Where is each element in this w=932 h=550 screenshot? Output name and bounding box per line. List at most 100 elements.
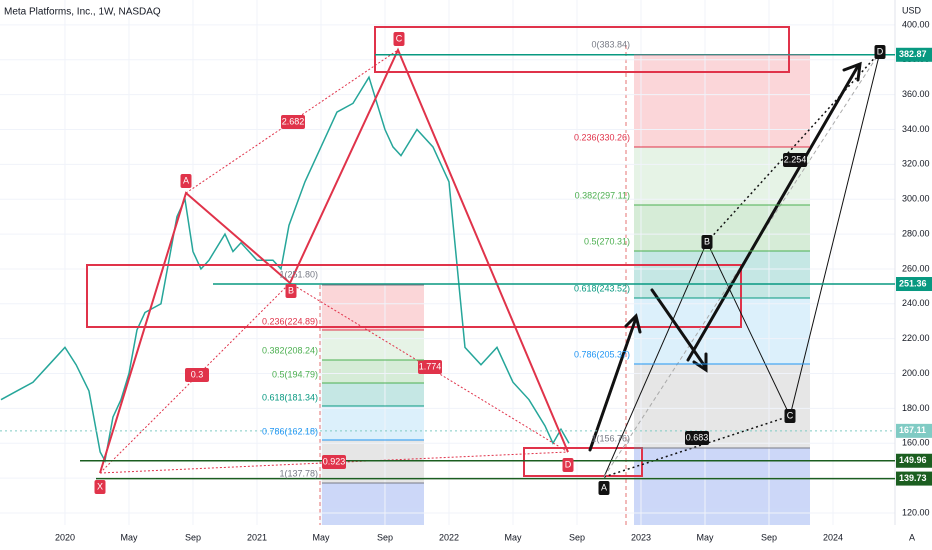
y-tick-label: 360.00 — [902, 89, 930, 99]
label-bg — [784, 409, 796, 423]
label: D — [877, 46, 884, 56]
label: 1.774 — [419, 361, 442, 371]
price-tag: 149.96 — [899, 455, 927, 465]
fib-label: 0.786(205.37) — [574, 349, 630, 359]
x-tick-label: 2021 — [247, 532, 267, 542]
fib-left — [322, 285, 424, 525]
pattern-guides — [99, 49, 569, 474]
fib-zone — [322, 330, 424, 360]
label-bg — [701, 235, 713, 249]
fib-label: 1(137.78) — [279, 468, 318, 478]
fib-label: 1(156.76) — [591, 433, 630, 443]
label: 2.254 — [784, 154, 807, 164]
x-tick-label: 2024 — [823, 532, 843, 542]
fib-zone — [634, 205, 810, 251]
fib-label: 0(383.84) — [591, 39, 630, 49]
label: 2.682 — [282, 116, 305, 126]
x-tick-label: 2022 — [439, 532, 459, 542]
x-tick-label: May — [504, 532, 522, 542]
y-tick-label: 220.00 — [902, 333, 930, 343]
fib-label: 1(251.80) — [279, 269, 318, 279]
harmonic-pattern-2 — [603, 51, 881, 478]
arrows — [588, 61, 862, 452]
fib-label: 0.382(297.11) — [575, 190, 630, 200]
price-tag-bg — [896, 47, 932, 62]
label: B — [288, 285, 294, 295]
label-bg — [783, 153, 807, 167]
chart-title: Meta Platforms, Inc., 1W, NASDAQ — [4, 7, 161, 18]
fib-label: 0.786(162.18) — [262, 426, 318, 436]
time-axis — [0, 525, 932, 550]
fib-zone — [634, 147, 810, 205]
y-tick-label: 300.00 — [902, 194, 930, 204]
y-tick-label: 400.00 — [902, 19, 930, 29]
label: 0.683 — [686, 432, 709, 442]
y-tick-label: 180.00 — [902, 403, 930, 413]
price-tag-bg — [896, 471, 932, 486]
fib-label: 0.618(243.52) — [574, 283, 630, 293]
fib-label: 0.5(194.79) — [272, 369, 318, 379]
label-bg — [322, 455, 346, 469]
label: 0.923 — [323, 456, 346, 466]
price-tag: 251.36 — [899, 278, 927, 288]
fib-label: 0.382(208.24) — [262, 345, 318, 355]
y-tick-label: 200.00 — [902, 368, 930, 378]
label-bg — [874, 45, 886, 59]
red-boxes — [86, 26, 790, 477]
label: D — [565, 459, 572, 469]
label-bg — [281, 115, 305, 129]
label-bg — [418, 360, 442, 374]
x-tick-label: Sep — [185, 532, 201, 542]
price-tag: 139.73 — [899, 473, 927, 483]
currency: USD — [902, 5, 922, 15]
x-tick-label: Sep — [377, 532, 393, 542]
fib-zone — [322, 406, 424, 440]
label: X — [97, 481, 103, 491]
fib-zone — [322, 383, 424, 406]
y-tick-label: 280.00 — [902, 228, 930, 238]
fib-zone — [322, 285, 424, 330]
auto-scale: A — [909, 532, 915, 542]
fib-zone — [634, 364, 810, 448]
fib-zone — [634, 298, 810, 364]
y-tick-label: 260.00 — [902, 263, 930, 273]
x-tick-label: Sep — [761, 532, 777, 542]
price-tag-bg — [896, 423, 932, 438]
x-tick-label: May — [696, 532, 714, 542]
label-bg — [180, 174, 192, 188]
label-bg — [393, 32, 405, 46]
label-bg — [285, 284, 297, 298]
price-tag-bg — [896, 453, 932, 468]
x-tick-label: May — [120, 532, 138, 542]
label: B — [704, 236, 710, 246]
y-tick-label: 240.00 — [902, 298, 930, 308]
label-bg — [94, 480, 106, 494]
fib-label: 0.236(330.26) — [574, 132, 630, 142]
y-tick-label: 320.00 — [902, 159, 930, 169]
label: C — [787, 410, 794, 420]
label-bg — [185, 368, 209, 382]
x-tick-label: 2023 — [631, 532, 651, 542]
label: A — [183, 175, 189, 185]
price-tag: 167.11 — [899, 425, 926, 435]
x-tick-label: May — [312, 532, 330, 542]
label-bg — [562, 458, 574, 472]
y-tick-label: 160.00 — [902, 438, 930, 448]
label: C — [396, 33, 403, 43]
x-tick-label: 2020 — [55, 532, 75, 542]
fib-label: 0.5(270.31) — [584, 236, 630, 246]
label-bg — [685, 431, 709, 445]
fib-label: 0.236(224.89) — [262, 316, 318, 326]
price-tag: 382.87 — [899, 49, 927, 59]
label-bg — [598, 481, 610, 495]
y-tick-label: 340.00 — [902, 124, 930, 134]
fib-zone — [322, 483, 424, 525]
label: 0.3 — [191, 369, 204, 379]
fib-right — [634, 55, 810, 525]
y-tick-label: 120.00 — [902, 507, 930, 517]
price-tag-bg — [896, 277, 932, 292]
x-tick-label: Sep — [569, 532, 585, 542]
fib-zone — [634, 55, 810, 147]
fib-zone — [322, 360, 424, 383]
